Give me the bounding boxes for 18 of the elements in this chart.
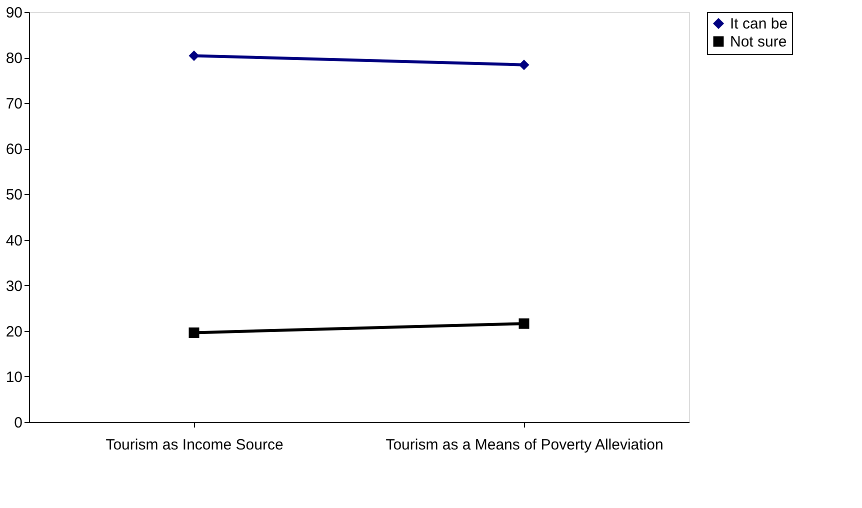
- legend-label: It can be: [730, 16, 788, 32]
- x-tick-label: Tourism as a Means of Poverty Alleviation: [386, 436, 664, 454]
- y-tick-label: 0: [14, 414, 22, 432]
- legend-label: Not sure: [730, 34, 787, 50]
- point: [518, 60, 530, 70]
- point: [518, 318, 530, 329]
- y-tick-label: 40: [6, 232, 22, 250]
- point: [188, 50, 200, 61]
- y-tick-label: 80: [6, 50, 22, 68]
- y-tick-label: 20: [6, 323, 22, 340]
- y-tick-label: 50: [6, 186, 22, 204]
- y-tick-label: 90: [6, 4, 22, 22]
- y-tick-label: 10: [6, 368, 22, 386]
- x-tick-label: Tourism as Income Source: [106, 436, 284, 454]
- y-tick-label: 70: [6, 96, 22, 113]
- point: [188, 327, 200, 338]
- y-tick-label: 30: [6, 278, 22, 295]
- y-tick-label: 60: [6, 141, 22, 158]
